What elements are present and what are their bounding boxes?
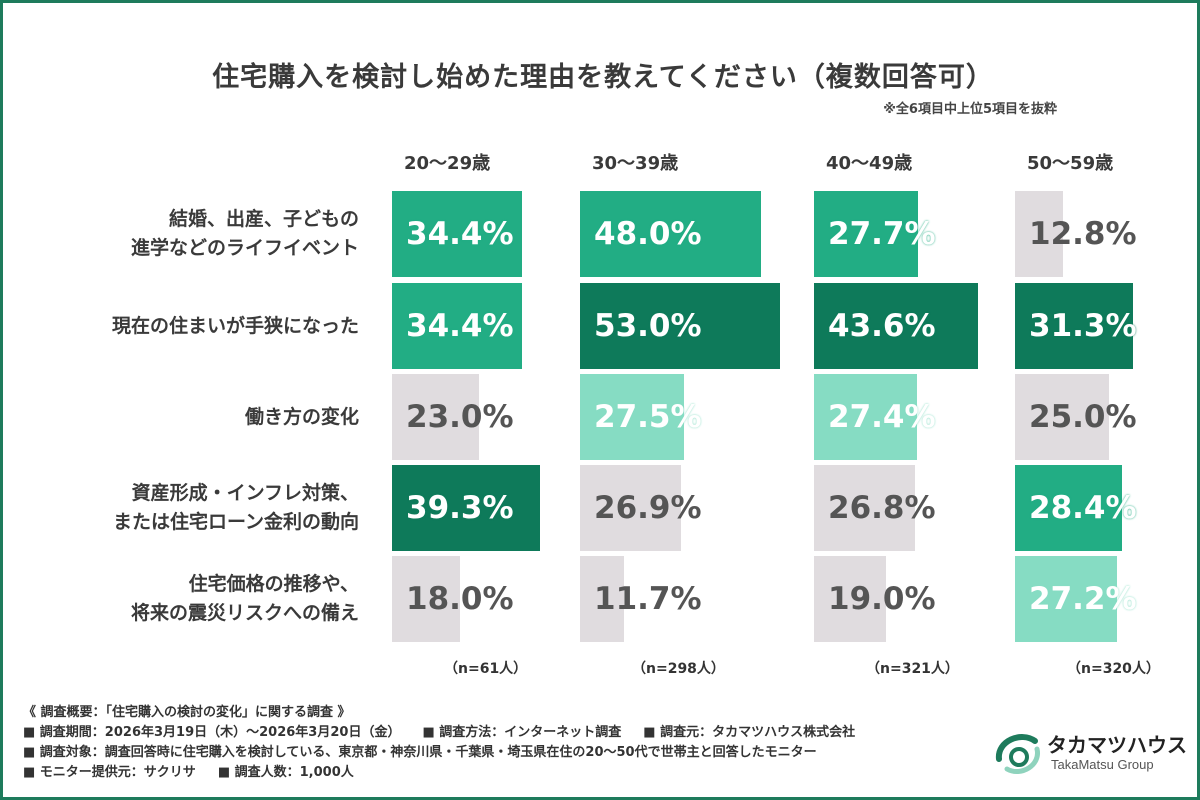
category-label-line: 将来の震災リスクへの備え	[130, 602, 359, 624]
category-label: 資産形成・インフレ対策、または住宅ローン金利の動向	[113, 479, 359, 537]
data-label: 27.4%	[828, 399, 936, 435]
series-header: 50〜59歳	[1027, 153, 1114, 174]
footer-item: ■ 調査期間：2026年3月19日（木）〜2026年3月20日（金）	[23, 725, 401, 740]
bar	[814, 556, 886, 642]
logo-mark-icon	[996, 734, 1040, 774]
bar	[580, 283, 780, 369]
series-header: 20〜29歳	[404, 153, 491, 174]
category-label: 結婚、出産、子どもの進学などのライフイベント	[131, 205, 359, 263]
survey-footer: 《 調査概要：「住宅購入の検討の変化」に関する調査 》 ■ 調査期間：2026年3…	[23, 703, 855, 783]
bar	[392, 283, 522, 369]
category-label-line: 資産形成・インフレ対策、	[131, 482, 359, 504]
footer-item: ■ モニター提供元：サクリサ	[23, 765, 196, 780]
category-label-line: 進学などのライフイベント	[130, 237, 359, 259]
series-header: 40〜49歳	[826, 153, 913, 174]
data-label: 34.4%	[406, 216, 514, 252]
data-label: 26.9%	[594, 490, 702, 526]
data-label: 28.4%	[1029, 490, 1137, 526]
footer-line: ■ 調査対象：調査回答時に住宅購入を検討している、東京都・神奈川県・千葉県・埼玉…	[23, 743, 855, 763]
bar	[1015, 191, 1064, 277]
category-label-line: 結婚、出産、子どもの	[168, 208, 359, 230]
category-label-line: 現在の住まいが手狭になった	[111, 314, 359, 337]
data-label: 53.0%	[594, 308, 702, 344]
footer-item: ■ 調査元：タカマツハウス株式会社	[643, 725, 856, 740]
data-label: 27.7%	[828, 216, 936, 252]
data-label: 19.0%	[828, 581, 936, 617]
data-label: 48.0%	[594, 216, 702, 252]
sample-size-label: （n=298人）	[632, 661, 725, 677]
data-label: 27.5%	[594, 399, 702, 435]
category-label: 働き方の変化	[245, 403, 359, 432]
logo-subtitle: TakaMatsu Group	[1051, 757, 1154, 772]
bar	[814, 465, 915, 551]
footer-line: 《 調査概要：「住宅購入の検討の変化」に関する調査 》	[23, 703, 855, 723]
bar	[580, 556, 625, 642]
bar	[392, 465, 541, 551]
data-label: 34.4%	[406, 308, 514, 344]
bar	[580, 465, 682, 551]
bar	[580, 191, 761, 277]
footer-line: ■ モニター提供元：サクリサ ■ 調査人数：1,000人	[23, 763, 855, 783]
category-label-line: または住宅ローン金利の動向	[112, 511, 359, 533]
data-label: 39.3%	[406, 490, 514, 526]
bar	[1015, 465, 1122, 551]
category-label-line: 住宅価格の推移や、	[188, 573, 359, 595]
bar	[814, 374, 918, 460]
company-logo: タカマツハウス TakaMatsu Group	[991, 725, 1187, 781]
data-label: 27.2%	[1029, 581, 1137, 617]
bar	[580, 374, 684, 460]
footer-item: ■ 調査対象：調査回答時に住宅購入を検討している、東京都・神奈川県・千葉県・埼玉…	[23, 745, 817, 760]
data-label: 31.3%	[1029, 308, 1137, 344]
chart-note: ※全6項目中上位5項目を抜粋	[883, 102, 1057, 117]
series-header: 30〜39歳	[592, 153, 679, 174]
logo-name: タカマツハウス	[1047, 733, 1187, 757]
category-label-line: 働き方の変化	[244, 405, 359, 428]
bar	[1015, 556, 1118, 642]
data-label: 25.0%	[1029, 399, 1137, 435]
data-label: 12.8%	[1029, 216, 1137, 252]
data-label: 26.8%	[828, 490, 936, 526]
data-label: 11.7%	[594, 581, 702, 617]
category-label: 住宅価格の推移や、将来の震災リスクへの備え	[131, 570, 359, 628]
footer-item: ■ 調査人数：1,000人	[217, 765, 354, 780]
footer-item: 《 調査概要：「住宅購入の検討の変化」に関する調査 》	[23, 705, 351, 720]
chart-title: 住宅購入を検討し始めた理由を教えてください（複数回答可）	[212, 62, 994, 93]
bar	[1015, 283, 1133, 369]
category-label: 現在の住まいが手狭になった	[112, 312, 359, 341]
bar	[814, 191, 919, 277]
bar	[392, 556, 460, 642]
data-label: 23.0%	[406, 399, 514, 435]
footer-line: ■ 調査期間：2026年3月19日（木）〜2026年3月20日（金） ■ 調査方法…	[23, 723, 855, 743]
data-label: 18.0%	[406, 581, 514, 617]
bar	[814, 283, 979, 369]
sample-size-label: （n=320人）	[1067, 661, 1160, 677]
data-label: 43.6%	[828, 308, 936, 344]
footer-item: ■ 調査方法：インターネット調査	[422, 725, 622, 740]
bar	[392, 191, 522, 277]
sample-size-label: （n=61人）	[444, 661, 528, 677]
bar	[1015, 374, 1110, 460]
bar	[392, 374, 479, 460]
sample-size-label: （n=321人）	[866, 661, 959, 677]
